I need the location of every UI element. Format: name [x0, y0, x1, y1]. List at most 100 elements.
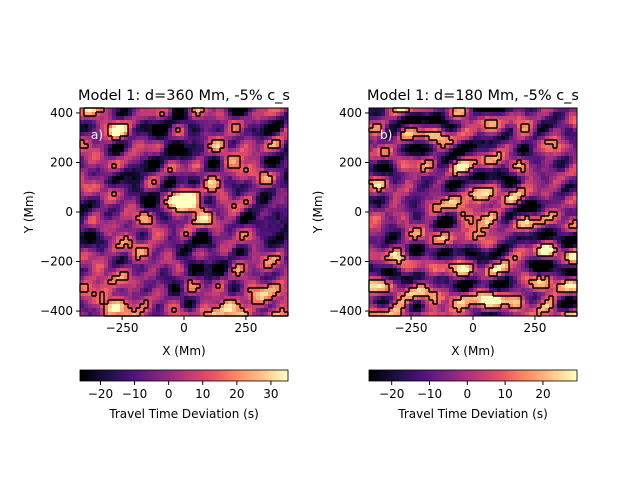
heatmap-cell [569, 196, 574, 201]
heatmap-cell [453, 220, 458, 225]
heatmap-cell [164, 144, 169, 149]
heatmap-cell [385, 180, 390, 185]
heatmap-cell [449, 228, 454, 233]
heatmap-cell [469, 108, 474, 113]
heatmap-cell [112, 140, 117, 145]
heatmap-cell [264, 168, 269, 173]
heatmap-cell [573, 208, 578, 213]
heatmap-cell [84, 164, 89, 169]
heatmap-cell [449, 128, 454, 133]
heatmap-cell [280, 248, 285, 253]
heatmap-cell [256, 156, 261, 161]
heatmap-cell [260, 272, 265, 277]
colorbar-swatch [189, 370, 193, 381]
heatmap-cell [529, 252, 534, 257]
heatmap-cell [208, 296, 213, 301]
heatmap-cell [124, 248, 129, 253]
heatmap-cell [477, 236, 482, 241]
heatmap-cell [385, 216, 390, 221]
heatmap-cell [473, 244, 478, 249]
heatmap-cell [385, 192, 390, 197]
heatmap-cell [509, 256, 514, 261]
heatmap-cell [240, 108, 245, 113]
heatmap-cell [164, 116, 169, 121]
heatmap-cell [545, 240, 550, 245]
heatmap-cell [256, 160, 261, 165]
heatmap-cell [545, 244, 550, 249]
heatmap-cell [401, 240, 406, 245]
heatmap-cell [232, 280, 237, 285]
heatmap-cell [449, 244, 454, 249]
heatmap-cell [204, 224, 209, 229]
colorbar-swatch [145, 370, 148, 381]
heatmap-cell [212, 152, 217, 157]
heatmap-cell [92, 248, 97, 253]
heatmap-cell [537, 160, 542, 165]
heatmap-cell [469, 152, 474, 157]
heatmap-cell [493, 204, 498, 209]
heatmap-cell [381, 240, 386, 245]
heatmap-cell [441, 220, 446, 225]
heatmap-cell [553, 136, 558, 141]
heatmap-cell [401, 164, 406, 169]
heatmap-cell [164, 184, 169, 189]
heatmap-cell [192, 252, 197, 257]
heatmap-cell [144, 144, 149, 149]
heatmap-cell [104, 228, 109, 233]
heatmap-cell [433, 112, 438, 117]
heatmap-cell [433, 208, 438, 213]
heatmap-cell [192, 204, 197, 209]
heatmap-cell [188, 108, 193, 113]
heatmap-cell [549, 180, 554, 185]
heatmap-cell [228, 256, 233, 261]
heatmap-cell [473, 128, 478, 133]
heatmap-cell [176, 220, 181, 225]
heatmap-cell [232, 124, 237, 129]
heatmap-cell [200, 144, 205, 149]
heatmap-cell [192, 188, 197, 193]
heatmap-cell [172, 164, 177, 169]
heatmap-cell [80, 144, 85, 149]
heatmap-cell [228, 260, 233, 265]
heatmap-cell [276, 240, 281, 245]
heatmap-cell [260, 168, 265, 173]
heatmap-cell [425, 208, 430, 213]
heatmap-cell [457, 156, 462, 161]
colorbar-swatch [241, 370, 245, 381]
heatmap-cell [152, 252, 157, 257]
heatmap-cell [168, 296, 173, 301]
heatmap-cell [525, 164, 530, 169]
heatmap-cell [140, 256, 145, 261]
heatmap-cell [88, 136, 93, 141]
heatmap-cell [280, 200, 285, 205]
heatmap-cell [196, 232, 201, 237]
heatmap-cell [252, 208, 257, 213]
heatmap-cell [84, 112, 89, 117]
heatmap-cell [160, 276, 165, 281]
heatmap-cell [176, 176, 181, 181]
heatmap-cell [280, 272, 285, 277]
heatmap-cell [240, 148, 245, 153]
heatmap-cell [220, 196, 225, 201]
heatmap-cell [260, 140, 265, 145]
heatmap-cell [80, 240, 85, 245]
heatmap-cell [184, 160, 189, 165]
heatmap-cell [280, 220, 285, 225]
heatmap-cell [168, 124, 173, 129]
heatmap-cell [220, 272, 225, 277]
heatmap-cell [92, 272, 97, 277]
heatmap-cell [573, 204, 578, 209]
y-tick-label: −200 [40, 255, 73, 269]
heatmap-cell [437, 136, 442, 141]
heatmap-cell [212, 148, 217, 153]
heatmap-cell [553, 172, 558, 177]
heatmap-cell [457, 248, 462, 253]
heatmap-cell [509, 248, 514, 253]
heatmap-cell [80, 160, 85, 165]
heatmap-cell [441, 148, 446, 153]
heatmap-cell [152, 160, 157, 165]
colorbar-swatch [165, 370, 169, 381]
heatmap-cell [389, 152, 394, 157]
heatmap-cell [188, 156, 193, 161]
heatmap-cell [140, 208, 145, 213]
